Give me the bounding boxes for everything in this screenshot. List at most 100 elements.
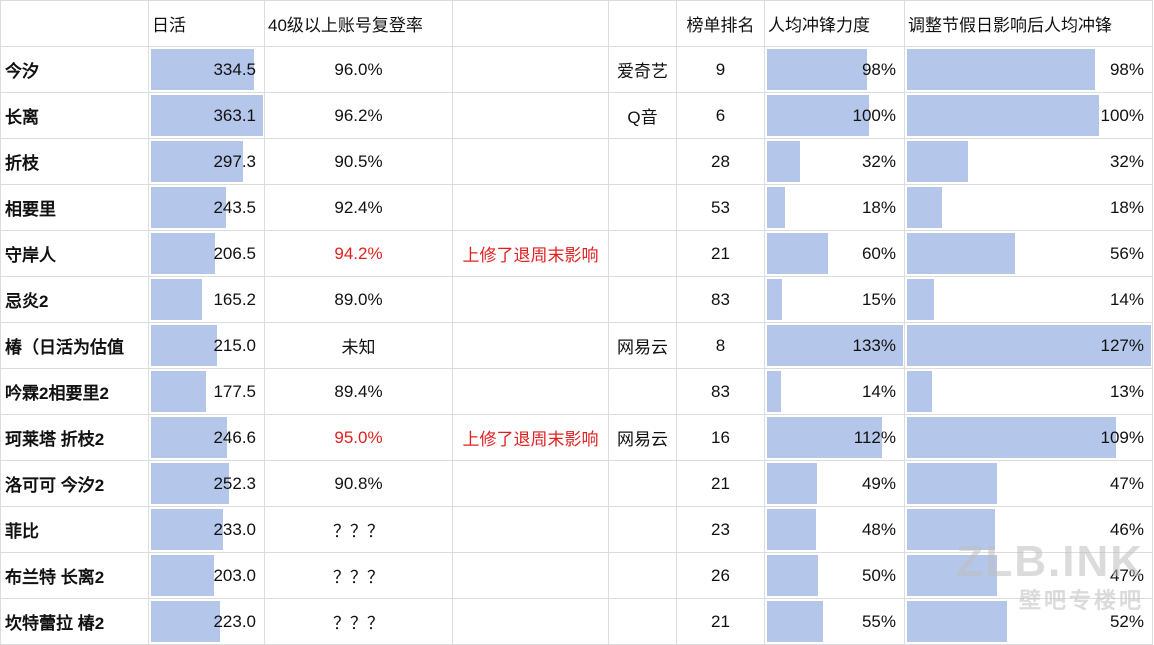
dau-cell: 223.0 xyxy=(148,598,265,645)
push-adjusted-cell-value: 47% xyxy=(1109,473,1144,493)
rank-cell: 9 xyxy=(676,46,765,93)
rank-cell: 23 xyxy=(676,506,765,553)
dau-bar xyxy=(151,463,229,504)
row-name: 坎特蕾拉 椿2 xyxy=(0,598,149,645)
table-row: 守岸人 206.5 94.2% 上修了退周末影响 21 60% 56% xyxy=(0,230,1153,277)
note-cell xyxy=(452,276,609,323)
push-adjusted-cell-value: 18% xyxy=(1109,197,1144,217)
header-push-adjusted: 调整节假日影响后人均冲锋 xyxy=(904,0,1153,47)
table-row: 珂莱塔 折枝2 246.6 95.0% 上修了退周末影响 网易云 16 112% 109% xyxy=(0,414,1153,461)
dau-cell-value: 363.1 xyxy=(213,105,256,125)
platform-cell xyxy=(608,552,677,599)
row-name: 守岸人 xyxy=(0,230,149,277)
dau-bar xyxy=(151,141,243,182)
note-cell: 上修了退周末影响 xyxy=(452,414,609,461)
dau-cell-value: 203.0 xyxy=(213,565,256,585)
rank-cell: 53 xyxy=(676,184,765,231)
push-cell: 18% xyxy=(764,184,905,231)
table-row: 长离 363.1 96.2% Q音 6 100% 100% xyxy=(0,92,1153,139)
push-adjusted-bar xyxy=(907,417,1116,458)
push-adjusted-bar xyxy=(907,509,995,550)
table-row: 洛可可 今汐2 252.3 90.8% 21 49% 47% xyxy=(0,460,1153,507)
platform-cell xyxy=(608,506,677,553)
push-adjusted-cell: 14% xyxy=(904,276,1153,323)
platform-cell xyxy=(608,184,677,231)
note-cell xyxy=(452,460,609,507)
note-cell xyxy=(452,506,609,553)
dau-bar xyxy=(151,371,206,412)
push-bar xyxy=(767,233,828,274)
note-cell xyxy=(452,92,609,139)
push-adjusted-bar xyxy=(907,279,934,320)
push-adjusted-cell: 47% xyxy=(904,552,1153,599)
dau-cell-value: 243.5 xyxy=(213,197,256,217)
dau-bar xyxy=(151,49,254,90)
push-adjusted-cell-value: 98% xyxy=(1109,59,1144,79)
dau-cell: 246.6 xyxy=(148,414,265,461)
push-adjusted-bar xyxy=(907,325,1151,366)
push-cell: 32% xyxy=(764,138,905,185)
dau-cell-value: 215.0 xyxy=(213,335,256,355)
note-cell xyxy=(452,598,609,645)
push-bar xyxy=(767,601,823,642)
return-rate-cell: 90.5% xyxy=(264,138,453,185)
header-note xyxy=(452,0,609,47)
rank-cell: 21 xyxy=(676,460,765,507)
platform-cell xyxy=(608,368,677,415)
table-row: 相要里 243.5 92.4% 53 18% 18% xyxy=(0,184,1153,231)
rank-cell: 21 xyxy=(676,598,765,645)
push-adjusted-cell: 13% xyxy=(904,368,1153,415)
table-row: 忌炎2 165.2 89.0% 83 15% 14% xyxy=(0,276,1153,323)
push-adjusted-cell-value: 47% xyxy=(1109,565,1144,585)
push-cell: 15% xyxy=(764,276,905,323)
push-cell-value: 100% xyxy=(852,105,896,125)
row-name: 相要里 xyxy=(0,184,149,231)
push-cell-value: 48% xyxy=(861,519,896,539)
dau-cell-value: 206.5 xyxy=(213,243,256,263)
platform-cell xyxy=(608,460,677,507)
push-cell: 112% xyxy=(764,414,905,461)
push-adjusted-cell-value: 127% xyxy=(1100,335,1144,355)
return-rate-cell: 89.0% xyxy=(264,276,453,323)
table-row: 折枝 297.3 90.5% 28 32% 32% xyxy=(0,138,1153,185)
platform-cell xyxy=(608,598,677,645)
push-bar xyxy=(767,325,903,366)
dau-cell: 233.0 xyxy=(148,506,265,553)
push-adjusted-cell-value: 13% xyxy=(1109,381,1144,401)
push-cell-value: 98% xyxy=(861,59,896,79)
push-adjusted-cell-value: 32% xyxy=(1109,151,1144,171)
rank-cell: 28 xyxy=(676,138,765,185)
push-cell-value: 15% xyxy=(861,289,896,309)
header-rank: 榜单排名 xyxy=(676,0,765,47)
platform-cell xyxy=(608,138,677,185)
return-rate-cell: 96.0% xyxy=(264,46,453,93)
push-bar xyxy=(767,509,816,550)
table-row: 今汐 334.5 96.0% 爱奇艺 9 98% 98% xyxy=(0,46,1153,93)
push-cell: 55% xyxy=(764,598,905,645)
return-rate-cell: 92.4% xyxy=(264,184,453,231)
dau-cell-value: 165.2 xyxy=(213,289,256,309)
push-adjusted-cell: 100% xyxy=(904,92,1153,139)
push-adjusted-bar xyxy=(907,187,942,228)
note-cell xyxy=(452,138,609,185)
push-adjusted-bar xyxy=(907,463,997,504)
push-cell: 98% xyxy=(764,46,905,93)
push-adjusted-cell: 32% xyxy=(904,138,1153,185)
dau-cell-value: 223.0 xyxy=(213,611,256,631)
push-bar xyxy=(767,95,869,136)
push-cell-value: 49% xyxy=(861,473,896,493)
push-adjusted-cell-value: 56% xyxy=(1109,243,1144,263)
dau-cell-value: 246.6 xyxy=(213,427,256,447)
note-cell xyxy=(452,46,609,93)
row-name: 今汐 xyxy=(0,46,149,93)
header-platform xyxy=(608,0,677,47)
dau-bar xyxy=(151,325,217,366)
dau-bar xyxy=(151,95,263,136)
row-name: 洛可可 今汐2 xyxy=(0,460,149,507)
push-adjusted-cell: 18% xyxy=(904,184,1153,231)
return-rate-cell: ？？？ xyxy=(264,506,453,553)
note-cell xyxy=(452,184,609,231)
row-name: 菲比 xyxy=(0,506,149,553)
dau-cell-value: 233.0 xyxy=(213,519,256,539)
